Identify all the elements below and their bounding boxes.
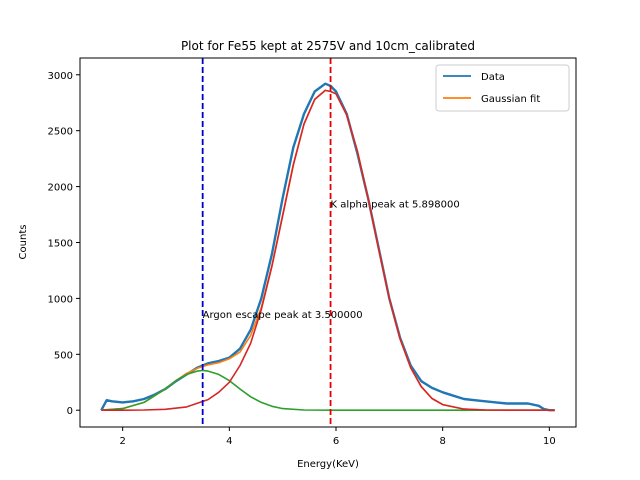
legend-label-gaussian-fit: Gaussian fit [481, 94, 540, 105]
x-tick-label: 4 [226, 436, 232, 447]
y-tick-label: 3000 [48, 71, 73, 82]
x-tick-label: 10 [543, 436, 556, 447]
x-axis-ticks: 2 4 6 8 10 [119, 427, 556, 447]
y-tick-label: 1500 [48, 239, 73, 250]
vline-layer [201, 58, 332, 427]
y-axis-ticks: 0 500 1000 1500 2000 2500 3000 [48, 71, 80, 417]
k-alpha-annotation: K alpha peak at 5.898000 [331, 199, 460, 210]
y-tick-label: 1000 [48, 294, 73, 305]
legend: Data Gaussian fit [435, 64, 570, 112]
chart-title: Plot for Fe55 kept at 2575V and 10cm_cal… [181, 39, 475, 53]
y-axis-label: Counts [18, 225, 29, 260]
y-tick-label: 2500 [48, 127, 73, 138]
y-tick-label: 500 [54, 350, 73, 361]
x-tick-label: 2 [119, 436, 125, 447]
x-tick-label: 8 [439, 436, 445, 447]
y-tick-label: 0 [67, 406, 73, 417]
series-line-escape-gaussian [101, 369, 555, 411]
x-tick-label: 6 [333, 436, 339, 447]
plot-area: K alpha peak at 5.898000 Argon escape pea… [79, 57, 577, 428]
legend-label-data: Data [481, 72, 505, 83]
series-line-kalpha-gaussian [101, 89, 555, 411]
argon-escape-annotation: Argon escape peak at 3.500000 [203, 310, 363, 321]
annotation-layer: K alpha peak at 5.898000 Argon escape pea… [203, 199, 460, 321]
x-axis-label: Energy(KeV) [297, 459, 359, 470]
y-tick-label: 2000 [48, 183, 73, 194]
